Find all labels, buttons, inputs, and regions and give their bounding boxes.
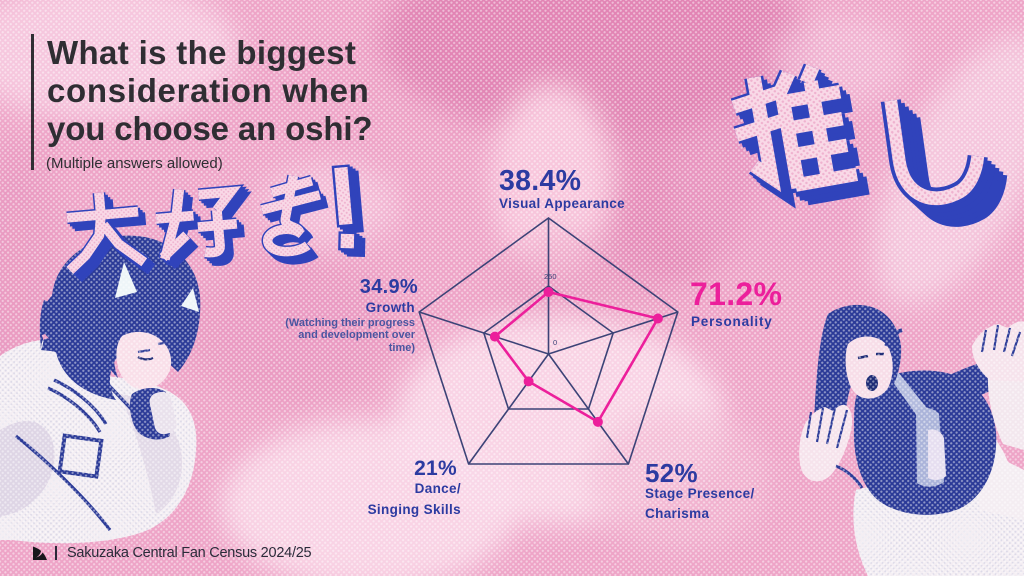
svg-text:0: 0 — [553, 338, 557, 347]
svg-text:250: 250 — [544, 272, 557, 281]
